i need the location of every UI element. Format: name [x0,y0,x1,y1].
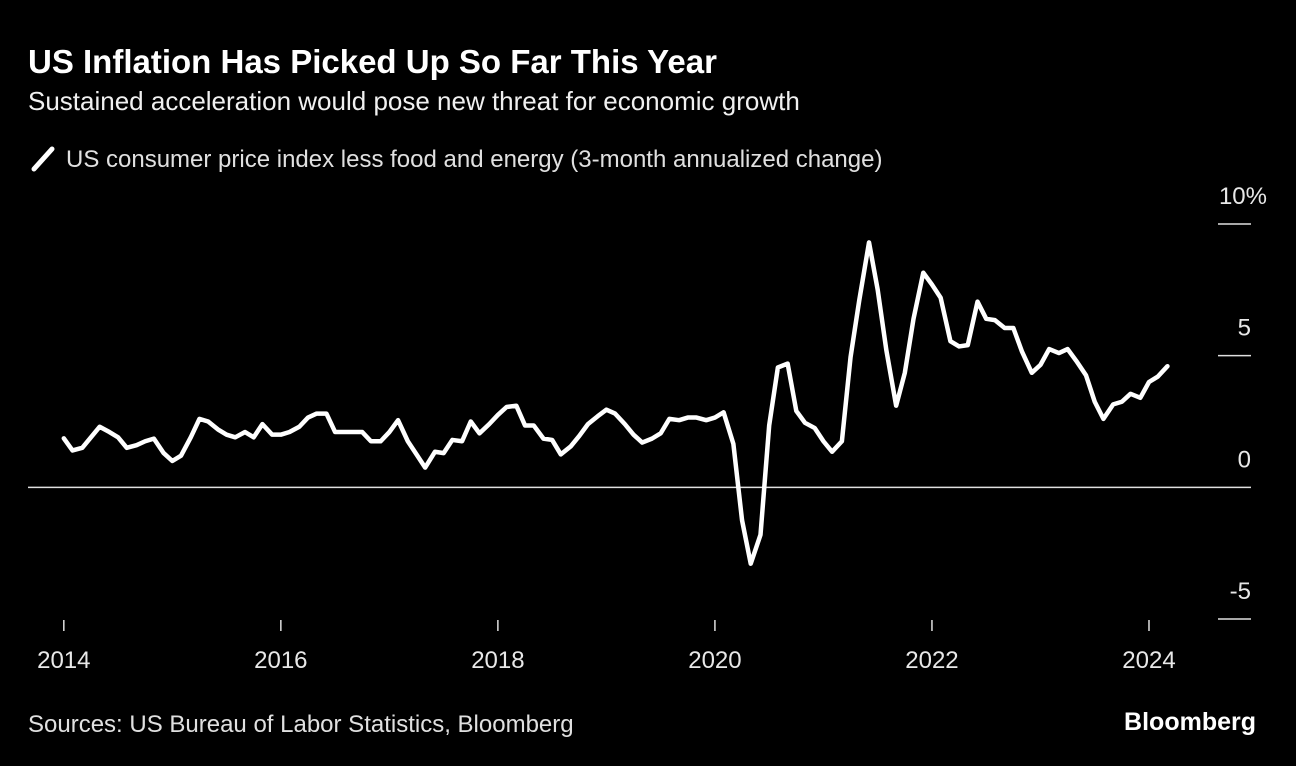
brand-logo: Bloomberg [1124,708,1256,736]
x-tick-label: 2020 [688,647,741,674]
legend-icon [31,146,55,172]
source-note: Sources: US Bureau of Labor Statistics, … [28,711,574,738]
x-tick-label: 2016 [254,647,307,674]
chart-title: US Inflation Has Picked Up So Far This Y… [28,43,717,80]
x-tick-label: 2024 [1122,647,1175,674]
x-tick-label: 2022 [905,647,958,674]
x-tick-label: 2018 [471,647,524,674]
y-tick-label: 5 [1238,315,1251,342]
y-tick-label: -5 [1230,578,1251,605]
chart-subtitle: Sustained acceleration would pose new th… [28,86,800,116]
x-tick-label: 2014 [37,647,90,674]
data-line [61,240,1170,566]
legend-label: US consumer price index less food and en… [66,146,882,173]
y-tick-label: 10% [1219,183,1267,210]
y-tick-label: 0 [1238,446,1251,473]
